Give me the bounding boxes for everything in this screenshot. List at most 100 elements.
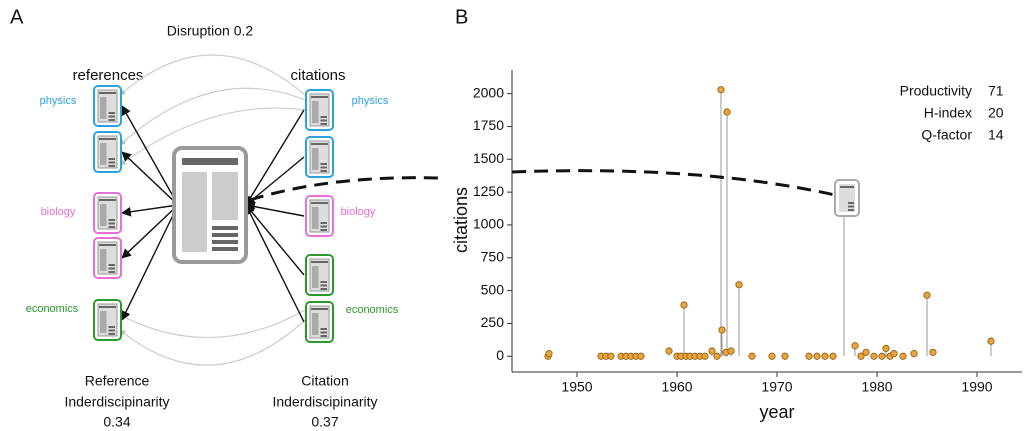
doc-line (311, 261, 328, 263)
doc-line (108, 267, 115, 270)
doc-col (100, 204, 107, 226)
doc-line (108, 161, 115, 164)
y-tick-label: 1000 (473, 216, 504, 232)
point (890, 350, 898, 358)
panel-label: A (10, 6, 24, 28)
y-tick-label: 1250 (473, 183, 504, 199)
doc-line (320, 116, 327, 118)
stat-value: 20 (988, 105, 1004, 121)
doc-line (99, 244, 116, 246)
doc-line (212, 247, 238, 251)
doc-line (320, 123, 327, 125)
reference-arrow (121, 204, 179, 217)
field-label: economics (346, 304, 399, 316)
caption: Inderdiscipinarity (64, 394, 169, 410)
point (717, 86, 725, 94)
stat-label: Productivity (900, 83, 972, 99)
doc-line (320, 288, 327, 290)
doc-line (108, 158, 115, 160)
doc-col (182, 172, 207, 252)
doc-col (312, 266, 319, 288)
citation-arc (119, 309, 306, 339)
doc-line (840, 186, 854, 188)
y-tick-label: 0 (496, 347, 504, 363)
doc-col (100, 249, 107, 271)
citation-arc (119, 54, 306, 96)
doc-line (99, 306, 116, 308)
point (862, 348, 870, 356)
point (805, 352, 813, 360)
doc-col (100, 311, 107, 333)
doc-line (108, 119, 115, 121)
citation-arrow (245, 204, 305, 323)
point (878, 352, 886, 360)
stat-label: Q-factor (921, 127, 972, 143)
point (665, 347, 673, 355)
point (680, 301, 688, 309)
doc-line (108, 165, 115, 167)
caption: Citation (301, 373, 348, 389)
diagram (93, 54, 334, 366)
point (870, 352, 878, 360)
doc-line (320, 284, 327, 287)
doc-line (320, 119, 327, 122)
doc-line (99, 138, 116, 140)
point (735, 281, 743, 289)
doc-col (312, 207, 319, 229)
point (545, 350, 553, 358)
reference-arrow (121, 151, 179, 206)
point (781, 352, 789, 360)
doc-line (320, 328, 327, 330)
doc-line (108, 112, 115, 114)
stat-label: H-index (924, 105, 972, 121)
link-dash (249, 169, 836, 202)
reference-arrow (121, 204, 179, 259)
doc-line (311, 308, 328, 310)
point (882, 344, 890, 352)
doc-line (320, 170, 327, 172)
chart: B 0 250 500 750 1000 1250 1500 1750 2000 1950 1960 1… (249, 6, 1022, 422)
point (923, 291, 931, 299)
doc-col (312, 313, 319, 335)
x-tick-label: 1960 (661, 379, 692, 395)
y-tick-label: 2000 (473, 84, 504, 100)
doc-line (320, 335, 327, 337)
y-tick-label: 250 (481, 314, 505, 330)
doc-line (108, 115, 115, 118)
doc-line (212, 226, 238, 230)
doc-line (320, 166, 327, 169)
y-tick-label: 500 (481, 281, 505, 297)
point (857, 352, 865, 360)
doc-line (108, 333, 115, 335)
y-tick-label: 1750 (473, 117, 504, 133)
field-label: physics (40, 95, 77, 107)
doc-line (311, 202, 328, 204)
point (723, 108, 731, 116)
field-label: economics (26, 303, 79, 315)
doc-line (108, 222, 115, 225)
field-label: biology (41, 206, 76, 218)
point (708, 347, 716, 355)
field-label: physics (352, 95, 389, 107)
panel-label: B (455, 6, 468, 28)
point (899, 352, 907, 360)
doc-line (182, 158, 238, 165)
point (929, 348, 937, 356)
x-tick-label: 1950 (561, 379, 592, 395)
x-tick-label: 1990 (961, 379, 992, 395)
doc-line (320, 225, 327, 228)
doc-col (100, 143, 107, 165)
x-tick-label: 1980 (861, 379, 892, 395)
doc-line (311, 143, 328, 145)
doc-line (848, 205, 854, 208)
citation-arc (119, 87, 306, 146)
doc-line (848, 209, 854, 211)
citation-arc (119, 319, 306, 366)
point (851, 342, 859, 350)
doc-line (212, 233, 238, 237)
stat-value: 14 (988, 127, 1004, 143)
point (701, 352, 709, 360)
citations-header: citations (290, 67, 345, 84)
doc-line (320, 331, 327, 334)
citation-arrow (245, 109, 305, 206)
